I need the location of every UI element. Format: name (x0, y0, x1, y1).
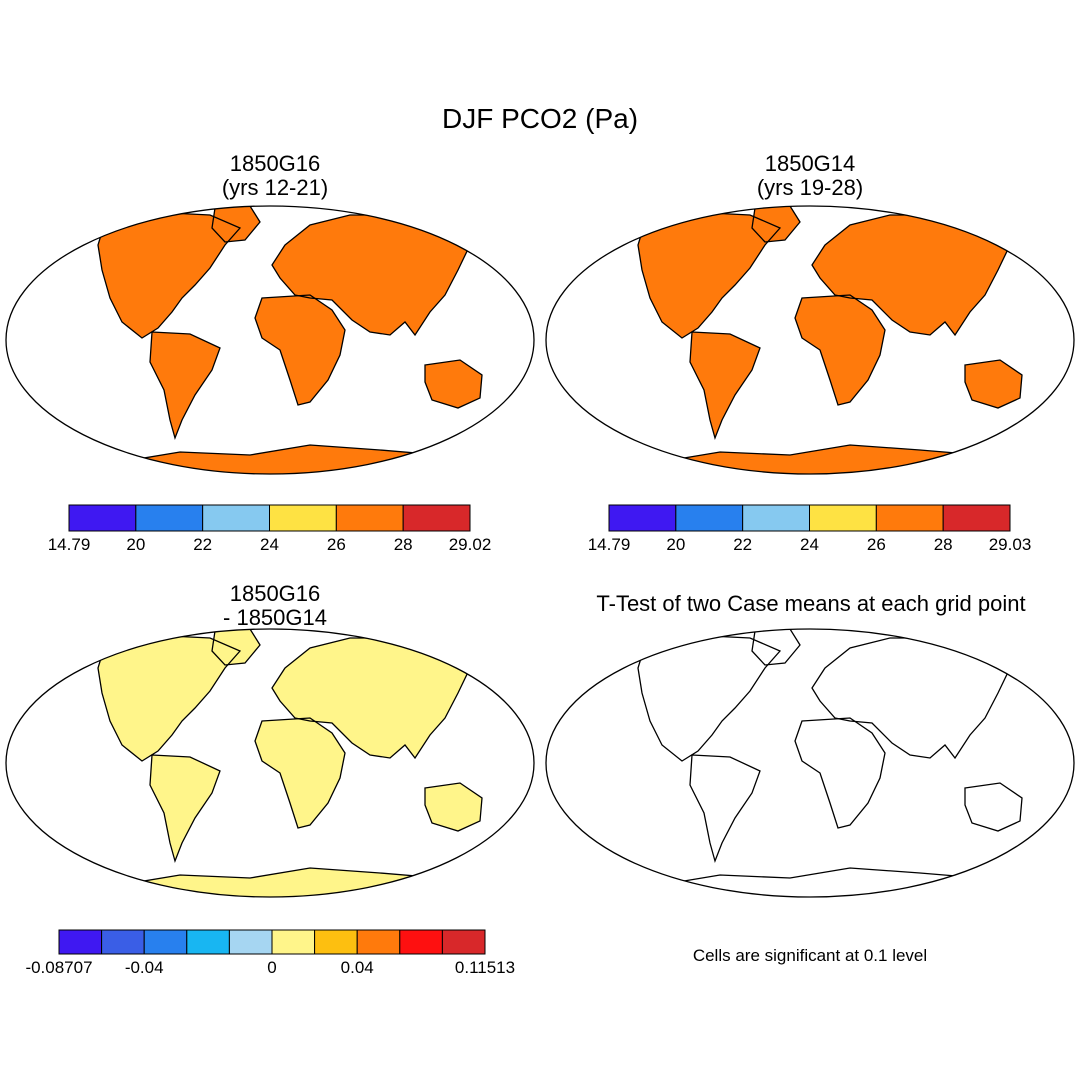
colorbar-box (228, 929, 273, 955)
map-border (545, 628, 1075, 898)
map-border (5, 628, 535, 898)
colorbar-tick-label: 29.02 (448, 535, 492, 554)
colorbar-box (135, 504, 204, 532)
panel-title-line1: 1850G14 (764, 151, 856, 176)
colorbar-tick-label: 29.03 (988, 535, 1032, 554)
colorbar-diff (58, 929, 486, 955)
colorbar-tick-label: -0.08707 (25, 958, 93, 977)
panel-title-line2: (yrs 12-21) (221, 175, 329, 200)
land-fill (98, 206, 482, 474)
colorbar-tick-label: 0.11513 (454, 958, 516, 977)
colorbar-box (271, 929, 316, 955)
colorbar-tick-label: 0 (267, 958, 277, 977)
colorbar-box (186, 929, 230, 955)
colorbar-box (402, 504, 471, 532)
colorbar-tick-label: 24 (800, 535, 819, 554)
colorbar-tick-label: 26 (326, 535, 346, 554)
field-patch (713, 666, 737, 716)
panel-title-g14: 1850G14 (yrs 19-28) (675, 152, 945, 200)
colorbar-box (202, 504, 271, 532)
significance-note: Cells are significant at 0.1 level (692, 946, 928, 965)
colorbar-box (269, 504, 337, 532)
map-border (5, 205, 535, 475)
map-border (545, 205, 1075, 475)
colorbar-tick-label: 20 (666, 535, 686, 554)
map-g14 (545, 205, 1075, 475)
colorbar-box (875, 504, 944, 532)
colorbar-box (335, 504, 404, 532)
colorbar-tick-label: 0.04 (340, 958, 374, 977)
colorbar-box (942, 504, 1011, 532)
panel-title-ttest: T-Test of two Case means at each grid po… (596, 591, 1026, 616)
colorbar-box (809, 504, 877, 532)
field-patch (800, 879, 900, 891)
colorbar-tick-label: 28 (393, 535, 413, 554)
field-patch (730, 765, 750, 777)
land-fill (638, 206, 1022, 474)
colorbar-g16 (68, 504, 471, 532)
field-patch (824, 679, 836, 691)
field-patch (660, 875, 1010, 897)
colorbar-tick-label: 26 (866, 535, 886, 554)
colorbar-tick-label: 24 (260, 535, 279, 554)
colorbar-g14 (608, 504, 1011, 532)
colorbar-box (742, 504, 811, 532)
field-patch (993, 801, 1017, 825)
colorbar-tick-label: -0.04 (124, 958, 164, 977)
colorbar-box (58, 929, 103, 955)
colorbar-box (314, 929, 358, 955)
colorbar-tick-label: 20 (126, 535, 146, 554)
colorbar-box (356, 929, 401, 955)
colorbar-box (68, 504, 137, 532)
colorbar-box (143, 929, 188, 955)
colorbar-tick-label: 14.79 (47, 535, 91, 554)
coastline (638, 629, 1022, 903)
map-g16 (5, 205, 535, 475)
colorbar-box (608, 504, 677, 532)
colorbar-tick-label: 22 (193, 535, 213, 554)
field-patch (638, 643, 670, 659)
colorbar-box (675, 504, 744, 532)
panel-title-g16: 1850G16 (yrs 12-21) (140, 152, 410, 200)
colorbar-tick-label: 28 (933, 535, 953, 554)
figure-title: DJF PCO2 (Pa) (441, 103, 639, 134)
panel-title-line2: (yrs 19-28) (756, 175, 864, 200)
panel-title-line1: 1850G16 (229, 151, 321, 176)
map-ttest (545, 628, 1075, 903)
map-diff (5, 628, 535, 898)
colorbar-box (441, 929, 486, 955)
colorbar-box (101, 929, 145, 955)
panel-title-diff: 1850G16 - 1850G14 (140, 582, 410, 630)
colorbar-box (399, 929, 443, 955)
panel-title-line2: - 1850G14 (223, 605, 327, 630)
panel-title-line1: 1850G16 (229, 581, 321, 606)
land-fill (98, 629, 482, 897)
colorbar-tick-label: 22 (733, 535, 753, 554)
colorbar-tick-label: 14.79 (587, 535, 631, 554)
